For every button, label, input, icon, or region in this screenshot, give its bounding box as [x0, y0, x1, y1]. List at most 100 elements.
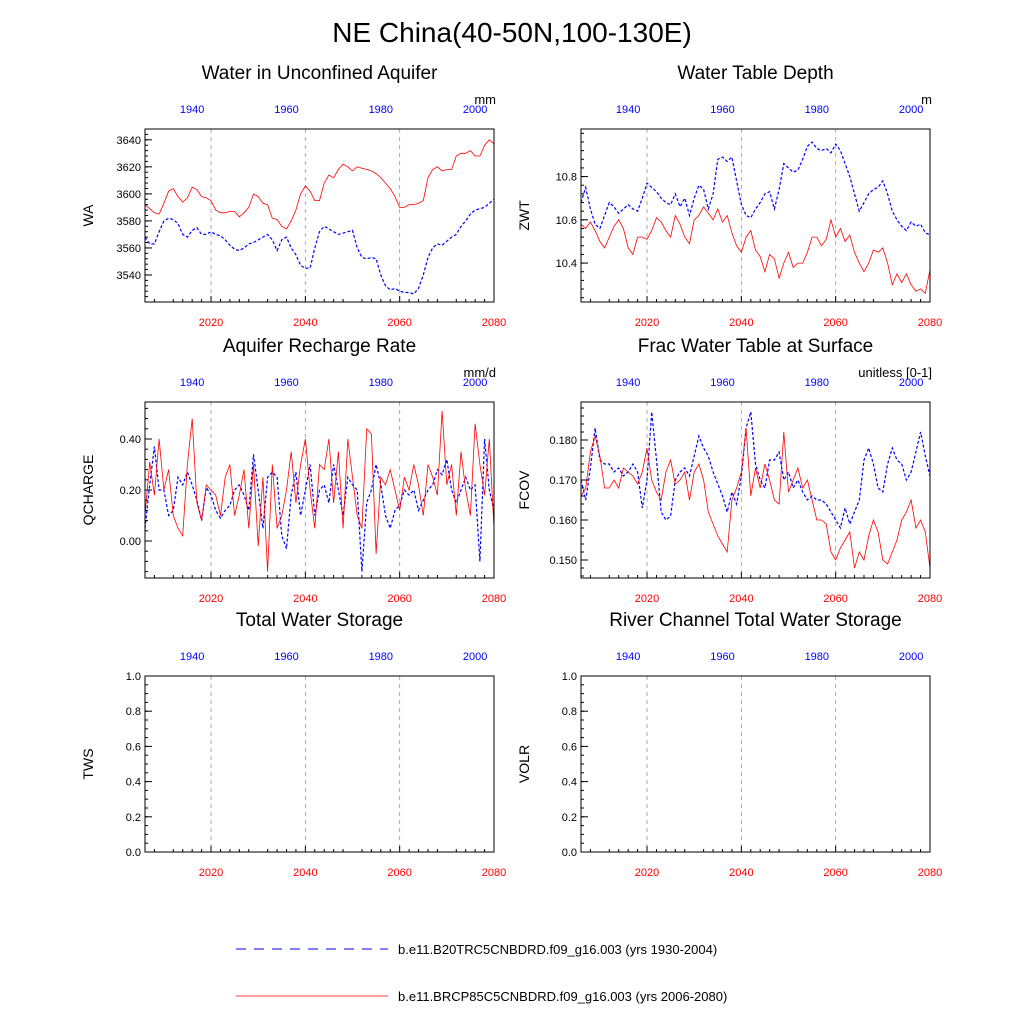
x-bottom-tick-label-tws-2080: 2080 [482, 867, 506, 879]
panel-qcharge: Aquifer Recharge Rate mm/d QCHARGE 2020 2040… [80, 336, 506, 605]
x-top-tick-label-fcov-2000: 2000 [899, 377, 923, 389]
panel-title-volr: River Channel Total Water Storage [609, 610, 902, 631]
series-line-zwt-rcp85 [580, 206, 931, 295]
x-top-tick-label-qcharge-1960: 1960 [274, 377, 298, 389]
plot-frame-zwt [580, 128, 931, 303]
y-tick-label-tws-1: 0.2 [126, 812, 141, 824]
x-bottom-tick-label-qcharge-2040: 2040 [293, 593, 317, 605]
y-tick-label-wa-3: 3600 [117, 189, 141, 201]
figure-title: NE China(40-50N,100-130E) [332, 17, 692, 48]
x-bottom-tick-label-wa-2060: 2060 [387, 317, 411, 329]
y-tick-label-tws-3: 0.6 [126, 741, 141, 753]
x-top-tick-label-volr-1960: 1960 [710, 651, 734, 663]
y-tick-label-zwt-1: 10.6 [556, 215, 577, 227]
legend-label-historical: b.e11.B20TRC5CNBDRD.f09_g16.003 (yrs 193… [398, 942, 717, 957]
y-tick-label-fcov-1: 0.160 [549, 515, 577, 527]
x-bottom-tick-label-volr-2060: 2060 [823, 867, 847, 879]
units-label-zwt: m [921, 92, 932, 107]
y-tick-label-wa-1: 3560 [117, 243, 141, 255]
panel-fcov: Frac Water Table at Surface unitless [0-1… [516, 336, 942, 605]
x-bottom-tick-label-qcharge-2080: 2080 [482, 593, 506, 605]
x-top-tick-label-zwt-2000: 2000 [899, 104, 923, 116]
x-bottom-tick-label-zwt-2040: 2040 [729, 317, 753, 329]
units-label-qcharge: mm/d [464, 365, 497, 380]
y-tick-label-qcharge-1: 0.20 [120, 485, 141, 497]
x-bottom-tick-label-tws-2060: 2060 [387, 867, 411, 879]
plot-frame-tws [144, 675, 495, 853]
x-top-tick-label-wa-2000: 2000 [463, 104, 487, 116]
plot-frame-volr [580, 675, 931, 853]
legend-label-rcp85: b.e11.BRCP85C5CNBDRD.f09_g16.003 (yrs 20… [398, 989, 727, 1004]
y-tick-label-wa-0: 3540 [117, 270, 141, 282]
series-line-fcov-rcp85 [580, 427, 931, 569]
x-top-tick-label-zwt-1940: 1940 [616, 104, 640, 116]
x-bottom-tick-label-fcov-2080: 2080 [918, 593, 942, 605]
y-axis-label-tws: TWS [80, 748, 96, 779]
x-top-tick-label-tws-1980: 1980 [369, 651, 393, 663]
y-tick-label-wa-5: 3640 [117, 135, 141, 147]
panel-title-fcov: Frac Water Table at Surface [638, 336, 874, 357]
units-label-wa: mm [474, 92, 496, 107]
x-bottom-tick-label-fcov-2020: 2020 [635, 593, 659, 605]
x-bottom-tick-label-volr-2080: 2080 [918, 867, 942, 879]
plot-frame-wa [144, 128, 495, 303]
x-bottom-tick-label-qcharge-2060: 2060 [387, 593, 411, 605]
y-tick-label-volr-3: 0.6 [562, 741, 577, 753]
x-top-tick-label-volr-1940: 1940 [616, 651, 640, 663]
x-top-tick-label-wa-1960: 1960 [274, 104, 298, 116]
x-top-tick-label-zwt-1960: 1960 [710, 104, 734, 116]
y-tick-label-tws-0: 0.0 [126, 847, 141, 859]
y-axis-label-qcharge: QCHARGE [80, 455, 96, 526]
y-tick-label-fcov-0: 0.150 [549, 555, 577, 567]
panels: Water in Unconfined Aquifer mm WA 2020 2040 2… [80, 63, 942, 879]
x-top-tick-label-fcov-1980: 1980 [805, 377, 829, 389]
panel-volr: River Channel Total Water Storage VOLR 202… [516, 610, 942, 879]
x-top-tick-label-tws-1940: 1940 [180, 651, 204, 663]
y-tick-label-fcov-2: 0.170 [549, 475, 577, 487]
plot-frame-fcov [580, 401, 931, 579]
x-bottom-tick-label-fcov-2060: 2060 [823, 593, 847, 605]
series-line-qcharge-rcp85 [144, 410, 495, 572]
y-tick-label-tws-5: 1.0 [126, 671, 141, 683]
panel-title-qcharge: Aquifer Recharge Rate [223, 336, 416, 357]
y-tick-label-volr-4: 0.8 [562, 706, 577, 718]
x-bottom-tick-label-wa-2040: 2040 [293, 317, 317, 329]
panel-title-wa: Water in Unconfined Aquifer [202, 63, 439, 84]
y-tick-label-wa-4: 3620 [117, 162, 141, 174]
series-line-wa-rcp85 [144, 139, 495, 230]
x-bottom-tick-label-tws-2020: 2020 [199, 867, 223, 879]
x-bottom-tick-label-fcov-2040: 2040 [729, 593, 753, 605]
panel-tws: Total Water Storage TWS 2020 2040 2060 2080 19… [80, 610, 506, 879]
x-bottom-tick-label-tws-2040: 2040 [293, 867, 317, 879]
x-bottom-tick-label-zwt-2080: 2080 [918, 317, 942, 329]
y-axis-label-fcov: FCOV [516, 470, 532, 510]
y-tick-label-zwt-0: 10.4 [556, 258, 577, 270]
x-top-tick-label-tws-1960: 1960 [274, 651, 298, 663]
y-tick-label-volr-0: 0.0 [562, 847, 577, 859]
panel-title-tws: Total Water Storage [236, 610, 403, 631]
legend: b.e11.B20TRC5CNBDRD.f09_g16.003 (yrs 193… [236, 942, 727, 1004]
y-tick-label-tws-2: 0.4 [126, 777, 141, 789]
x-top-tick-label-fcov-1960: 1960 [710, 377, 734, 389]
y-axis-label-volr: VOLR [516, 745, 532, 783]
x-top-tick-label-fcov-1940: 1940 [616, 377, 640, 389]
series-line-zwt-historical [580, 141, 931, 236]
x-bottom-tick-label-wa-2020: 2020 [199, 317, 223, 329]
panel-title-zwt: Water Table Depth [677, 63, 833, 84]
x-bottom-tick-label-wa-2080: 2080 [482, 317, 506, 329]
y-tick-label-qcharge-0: 0.00 [120, 536, 141, 548]
x-top-tick-label-wa-1940: 1940 [180, 104, 204, 116]
y-axis-label-zwt: ZWT [516, 200, 532, 231]
y-tick-label-volr-5: 1.0 [562, 671, 577, 683]
series-line-fcov-historical [580, 411, 931, 530]
x-bottom-tick-label-zwt-2020: 2020 [635, 317, 659, 329]
y-tick-label-fcov-3: 0.180 [549, 435, 577, 447]
x-bottom-tick-label-qcharge-2020: 2020 [199, 593, 223, 605]
x-top-tick-label-qcharge-2000: 2000 [463, 377, 487, 389]
y-tick-label-volr-2: 0.4 [562, 777, 577, 789]
y-tick-label-tws-4: 0.8 [126, 706, 141, 718]
y-tick-label-volr-1: 0.2 [562, 812, 577, 824]
series-line-wa-historical [144, 198, 495, 295]
x-top-tick-label-zwt-1980: 1980 [805, 104, 829, 116]
